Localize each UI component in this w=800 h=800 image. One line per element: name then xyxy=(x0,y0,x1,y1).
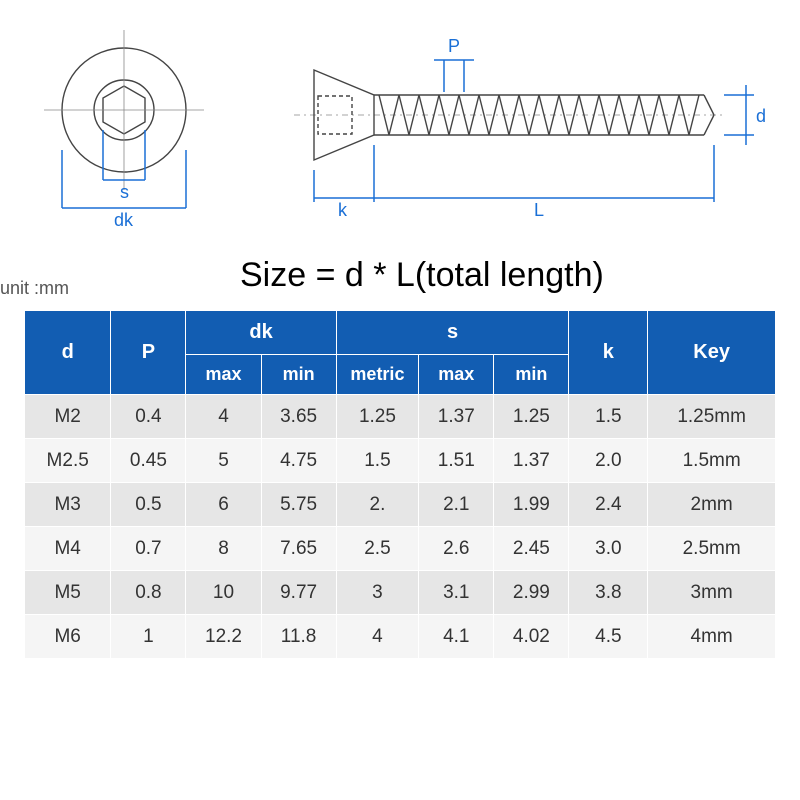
cell-P: 0.45 xyxy=(111,439,186,483)
col-d: d xyxy=(25,311,111,395)
cell-dk_max: 8 xyxy=(186,527,261,571)
col-s: s xyxy=(336,311,569,355)
cell-P: 0.7 xyxy=(111,527,186,571)
table-header: d P dk s k Key max min metric max min xyxy=(25,311,776,395)
table-row: M30.565.752.2.11.992.42mm xyxy=(25,483,776,527)
cell-dk_max: 4 xyxy=(186,395,261,439)
col-s-min: min xyxy=(494,355,569,395)
spec-table-wrap: d P dk s k Key max min metric max min M2… xyxy=(24,310,776,659)
cell-s_metric: 2. xyxy=(336,483,419,527)
cell-key: 2.5mm xyxy=(648,527,776,571)
cell-P: 0.8 xyxy=(111,571,186,615)
cell-k: 3.0 xyxy=(569,527,648,571)
cell-dk_max: 12.2 xyxy=(186,615,261,659)
cell-k: 1.5 xyxy=(569,395,648,439)
table-row: M40.787.652.52.62.453.02.5mm xyxy=(25,527,776,571)
cell-dk_min: 3.65 xyxy=(261,395,336,439)
label-s: s xyxy=(120,182,129,202)
cell-key: 1.25mm xyxy=(648,395,776,439)
cell-s_metric: 4 xyxy=(336,615,419,659)
label-d: d xyxy=(756,106,766,126)
table-row: M50.8109.7733.12.993.83mm xyxy=(25,571,776,615)
cell-P: 1 xyxy=(111,615,186,659)
cell-s_metric: 2.5 xyxy=(336,527,419,571)
table-row: M2.50.4554.751.51.511.372.01.5mm xyxy=(25,439,776,483)
col-P: P xyxy=(111,311,186,395)
col-dk-min: min xyxy=(261,355,336,395)
cell-s_min: 1.25 xyxy=(494,395,569,439)
table-body: M20.443.651.251.371.251.51.25mmM2.50.455… xyxy=(25,395,776,659)
cell-s_min: 2.45 xyxy=(494,527,569,571)
size-formula-label: Size = d * L(total length) xyxy=(240,256,604,295)
label-k: k xyxy=(338,200,348,220)
cell-key: 2mm xyxy=(648,483,776,527)
cell-dk_max: 10 xyxy=(186,571,261,615)
cell-s_max: 2.1 xyxy=(419,483,494,527)
diagram-svg: s dk xyxy=(24,30,776,230)
cell-s_max: 4.1 xyxy=(419,615,494,659)
cell-d: M6 xyxy=(25,615,111,659)
cell-s_max: 1.37 xyxy=(419,395,494,439)
cell-key: 1.5mm xyxy=(648,439,776,483)
cell-s_min: 4.02 xyxy=(494,615,569,659)
col-dk-max: max xyxy=(186,355,261,395)
cell-s_max: 3.1 xyxy=(419,571,494,615)
unit-label: unit :mm xyxy=(0,278,69,299)
table-row: M6112.211.844.14.024.54mm xyxy=(25,615,776,659)
cell-d: M2.5 xyxy=(25,439,111,483)
cell-key: 3mm xyxy=(648,571,776,615)
cell-dk_max: 6 xyxy=(186,483,261,527)
cell-k: 2.4 xyxy=(569,483,648,527)
label-dk: dk xyxy=(114,210,134,230)
col-k: k xyxy=(569,311,648,395)
cell-dk_min: 5.75 xyxy=(261,483,336,527)
cell-P: 0.4 xyxy=(111,395,186,439)
cell-k: 2.0 xyxy=(569,439,648,483)
cell-dk_min: 4.75 xyxy=(261,439,336,483)
col-key: Key xyxy=(648,311,776,395)
cell-P: 0.5 xyxy=(111,483,186,527)
label-L: L xyxy=(534,200,544,220)
cell-dk_max: 5 xyxy=(186,439,261,483)
cell-k: 3.8 xyxy=(569,571,648,615)
screw-diagrams: s dk xyxy=(24,30,776,230)
cell-d: M3 xyxy=(25,483,111,527)
cell-d: M2 xyxy=(25,395,111,439)
cell-key: 4mm xyxy=(648,615,776,659)
cell-dk_min: 9.77 xyxy=(261,571,336,615)
table-row: M20.443.651.251.371.251.51.25mm xyxy=(25,395,776,439)
col-dk: dk xyxy=(186,311,336,355)
cell-k: 4.5 xyxy=(569,615,648,659)
cell-dk_min: 7.65 xyxy=(261,527,336,571)
cell-s_min: 1.99 xyxy=(494,483,569,527)
cell-dk_min: 11.8 xyxy=(261,615,336,659)
cell-s_metric: 1.25 xyxy=(336,395,419,439)
spec-table: d P dk s k Key max min metric max min M2… xyxy=(24,310,776,659)
col-s-metric: metric xyxy=(336,355,419,395)
cell-s_max: 2.6 xyxy=(419,527,494,571)
cell-s_min: 2.99 xyxy=(494,571,569,615)
cell-d: M4 xyxy=(25,527,111,571)
cell-s_metric: 3 xyxy=(336,571,419,615)
label-P: P xyxy=(448,36,460,56)
cell-d: M5 xyxy=(25,571,111,615)
page: s dk xyxy=(0,0,800,800)
cell-s_max: 1.51 xyxy=(419,439,494,483)
cell-s_metric: 1.5 xyxy=(336,439,419,483)
col-s-max: max xyxy=(419,355,494,395)
cell-s_min: 1.37 xyxy=(494,439,569,483)
